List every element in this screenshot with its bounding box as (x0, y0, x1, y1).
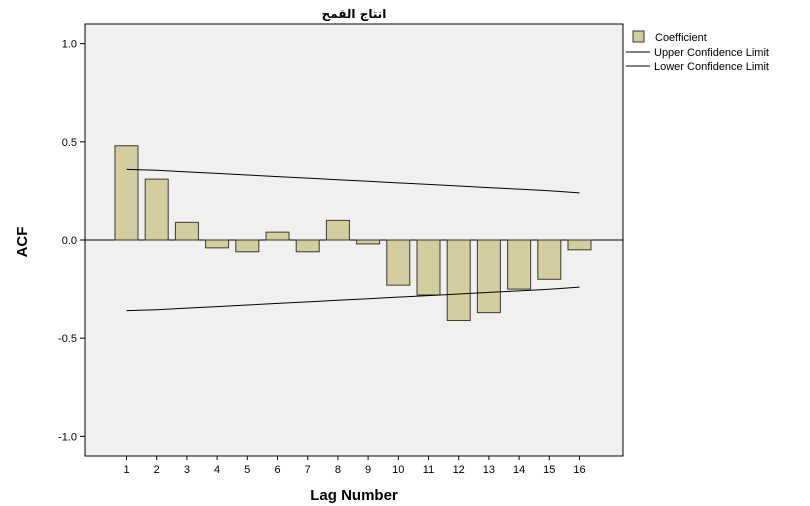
x-tick-label: 12 (453, 464, 465, 476)
bar-lag-5 (235, 239, 260, 253)
bar-lag-4 (205, 239, 230, 249)
y-axis-title: ACF (14, 227, 31, 258)
x-tick-label: 5 (244, 464, 250, 476)
x-tick-label: 9 (365, 464, 371, 476)
x-tick-label: 16 (573, 464, 585, 476)
legend-label-coefficient: Coefficient (655, 32, 707, 44)
chart-title: انتاج القمح (322, 7, 387, 21)
lower-confidence-line (126, 286, 580, 312)
y-axis-ticks: 1.0 0.5 0.0 -0.5 -1.0 (58, 39, 85, 443)
x-tick-label: 2 (154, 464, 160, 476)
bar-lag-16 (567, 239, 592, 251)
x-tick-label: 13 (483, 464, 495, 476)
legend-label-lower: Lower Confidence Limit (654, 61, 769, 73)
bar-lag-13 (476, 239, 501, 314)
x-tick-label: 3 (184, 464, 190, 476)
confidence-lines-layer (126, 168, 580, 312)
x-tick-label: 10 (392, 464, 404, 476)
y-tick-label: 0.0 (62, 235, 77, 247)
bar-lag-6 (265, 231, 290, 241)
y-tick-label: 0.5 (62, 137, 77, 149)
bar-lag-14 (507, 239, 532, 290)
bar-lag-2 (144, 178, 169, 241)
x-tick-label: 11 (423, 464, 434, 476)
bar-lag-10 (386, 239, 411, 286)
x-tick-label: 14 (513, 464, 525, 476)
bar-lag-7 (295, 239, 320, 253)
x-tick-label: 4 (214, 464, 220, 476)
bar-lag-8 (325, 219, 350, 241)
x-axis-ticks: 1 2 3 4 5 6 7 8 9 10 11 12 13 14 15 16 (123, 456, 586, 476)
y-tick-label: -1.0 (58, 431, 77, 443)
bar-lag-3 (174, 221, 199, 241)
x-tick-label: 6 (274, 464, 280, 476)
x-tick-label: 7 (305, 464, 311, 476)
y-tick-label: -0.5 (58, 333, 77, 345)
bar-lag-1 (114, 145, 139, 241)
legend-swatch-coefficient (632, 30, 645, 43)
bars-layer (114, 145, 592, 322)
x-tick-label: 1 (123, 464, 129, 476)
x-tick-label: 15 (543, 464, 555, 476)
bar-lag-12 (446, 239, 471, 322)
legend-label-upper: Upper Confidence Limit (654, 47, 769, 59)
y-tick-label: 1.0 (62, 39, 77, 51)
upper-confidence-line (126, 168, 580, 194)
legend: Coefficient Upper Confidence Limit Lower… (626, 30, 769, 73)
bar-lag-9 (356, 239, 381, 245)
bar-lag-11 (416, 239, 441, 296)
x-axis-title: Lag Number (310, 487, 398, 504)
x-tick-label: 8 (335, 464, 341, 476)
bar-lag-15 (537, 239, 562, 280)
